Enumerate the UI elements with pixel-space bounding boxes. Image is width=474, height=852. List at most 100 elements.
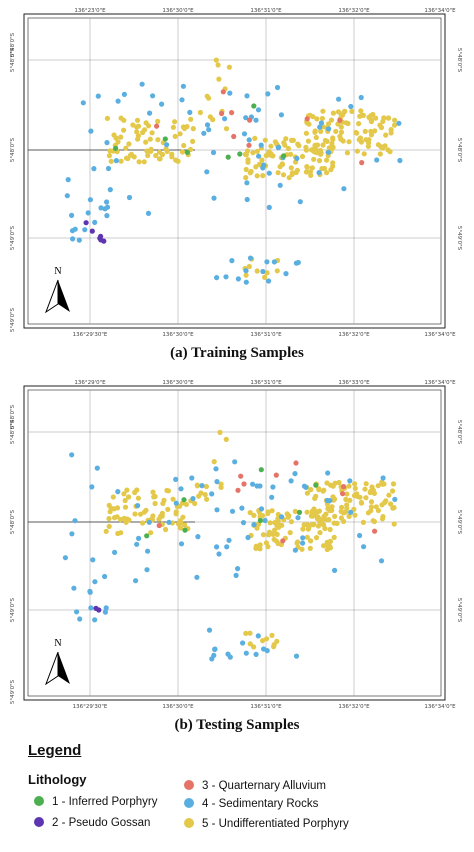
undifferentiated-porphyry-point <box>155 137 161 143</box>
undifferentiated-porphyry-point <box>370 111 376 118</box>
undifferentiated-porphyry-point <box>115 139 121 145</box>
undifferentiated-porphyry-point <box>251 512 257 518</box>
undifferentiated-porphyry-point <box>262 137 268 143</box>
undifferentiated-porphyry-point <box>354 130 360 136</box>
undifferentiated-porphyry-point <box>152 500 158 507</box>
sedimentary-rocks-point <box>105 165 112 172</box>
quarternary-alluvium-point <box>293 460 299 466</box>
undifferentiated-porphyry-point <box>226 64 232 70</box>
undifferentiated-porphyry-point <box>319 166 325 172</box>
undifferentiated-porphyry-point <box>126 494 132 500</box>
sample-points <box>62 429 398 662</box>
map-inner-frame <box>27 17 442 325</box>
undifferentiated-porphyry-point <box>104 115 110 121</box>
undifferentiated-porphyry-point <box>294 540 300 546</box>
undifferentiated-porphyry-point <box>175 158 181 164</box>
undifferentiated-porphyry-point <box>358 108 364 114</box>
undifferentiated-porphyry-point <box>275 170 281 176</box>
quarternary-alluvium-point <box>304 116 310 122</box>
quarternary-alluvium-point <box>231 133 237 140</box>
sedimentary-rocks-point <box>243 115 249 121</box>
sedimentary-rocks-point <box>136 535 142 541</box>
undifferentiated-porphyry-point <box>292 508 298 514</box>
top-lon-label: 136°34'0"E <box>424 380 456 386</box>
undifferentiated-porphyry-point <box>268 152 274 158</box>
sedimentary-rocks-point <box>139 81 145 87</box>
undifferentiated-porphyry-point <box>271 536 277 543</box>
undifferentiated-porphyry-point <box>217 429 223 435</box>
sedimentary-rocks-point <box>226 537 232 543</box>
sedimentary-rocks-point <box>224 544 230 550</box>
undifferentiated-porphyry-point <box>339 504 345 510</box>
undifferentiated-porphyry-point <box>283 136 289 142</box>
undifferentiated-porphyry-point <box>354 148 360 154</box>
map-panel-testing: 136°29'0"E 136°30'0"E 136°31'0"E 136°33'0"E… <box>0 372 474 717</box>
undifferentiated-porphyry-point <box>331 497 337 503</box>
sedimentary-rocks-point <box>374 157 380 163</box>
sedimentary-rocks-point <box>244 196 250 203</box>
quarternary-alluvium-point <box>156 522 162 529</box>
quarternary-alluvium-point <box>154 123 160 129</box>
sedimentary-rocks-point <box>232 459 238 465</box>
undifferentiated-porphyry-point <box>360 519 366 525</box>
undifferentiated-porphyry-point <box>264 636 270 642</box>
undifferentiated-porphyry-point <box>304 490 310 496</box>
bottom-lon-label: 136°32'0"E <box>338 704 370 710</box>
undifferentiated-porphyry-point <box>135 495 141 501</box>
map-frame <box>23 13 446 329</box>
undifferentiated-porphyry-point <box>303 169 309 175</box>
pseudo-gossan-point <box>101 238 107 244</box>
undifferentiated-porphyry-point <box>134 129 140 135</box>
legend-label: 4 - Sedimentary Rocks <box>202 798 319 810</box>
bottom-lon-label: 136°30'0"E <box>162 332 194 338</box>
undifferentiated-porphyry-point <box>287 530 293 536</box>
undifferentiated-porphyry-point <box>271 642 277 648</box>
sedimentary-rocks-point <box>258 506 265 512</box>
undifferentiated-porphyry-point <box>269 508 275 514</box>
undifferentiated-porphyry-point <box>110 494 116 500</box>
sedimentary-rocks-point <box>210 149 217 156</box>
sedimentary-rocks-point <box>94 465 100 471</box>
sedimentary-rocks-point <box>244 180 250 186</box>
undifferentiated-porphyry-point <box>210 117 216 123</box>
undifferentiated-porphyry-point <box>135 133 141 139</box>
undifferentiated-porphyry-point <box>334 520 340 526</box>
sedimentary-rocks-point <box>261 162 267 168</box>
undifferentiated-porphyry-point <box>321 487 327 493</box>
undifferentiated-porphyry-point <box>118 158 124 164</box>
undifferentiated-porphyry-point <box>172 133 178 139</box>
undifferentiated-porphyry-point <box>126 141 132 147</box>
top-lon-label: 136°32'0"E <box>338 8 370 14</box>
undifferentiated-porphyry-point <box>173 511 179 517</box>
legend-item-inferred-porphyry: 1 - Inferred Porphyry <box>34 796 157 808</box>
undifferentiated-porphyry-point <box>170 496 176 502</box>
undifferentiated-porphyry-point <box>136 159 142 165</box>
undifferentiated-porphyry-point <box>317 530 323 536</box>
sedimentary-rocks-point <box>147 110 153 116</box>
sedimentary-rocks-point <box>209 491 215 497</box>
undifferentiated-porphyry-point <box>330 110 336 116</box>
sedimentary-rocks-point <box>190 496 196 502</box>
undifferentiated-porphyry-point <box>179 149 186 155</box>
sedimentary-rocks-point <box>72 226 78 232</box>
sedimentary-rocks-point <box>229 508 236 514</box>
right-lat-label: 5°48'0"S <box>456 138 462 163</box>
undifferentiated-porphyry-point <box>223 126 230 132</box>
undifferentiated-porphyry-point <box>391 521 397 527</box>
undifferentiated-porphyry-point <box>299 546 305 552</box>
undifferentiated-porphyry-point <box>346 483 352 489</box>
sedimentary-rocks-point <box>173 476 179 482</box>
sedimentary-rocks-point <box>271 259 277 265</box>
undifferentiated-porphyry-point <box>163 526 169 533</box>
sedimentary-rocks-point <box>223 274 229 280</box>
sedimentary-rocks-point <box>211 195 217 201</box>
undifferentiated-porphyry-point <box>316 158 323 164</box>
undifferentiated-porphyry-point <box>330 163 336 169</box>
inferred-porphyry-point <box>144 533 150 539</box>
sedimentary-rocks-point <box>145 548 151 554</box>
right-lat-label: 5°49'0"S <box>456 598 462 623</box>
undifferentiated-porphyry-point <box>347 497 353 503</box>
undifferentiated-porphyry-point <box>111 132 117 138</box>
sedimentary-rocks-point <box>64 193 70 199</box>
undifferentiated-porphyry-point <box>380 514 386 520</box>
